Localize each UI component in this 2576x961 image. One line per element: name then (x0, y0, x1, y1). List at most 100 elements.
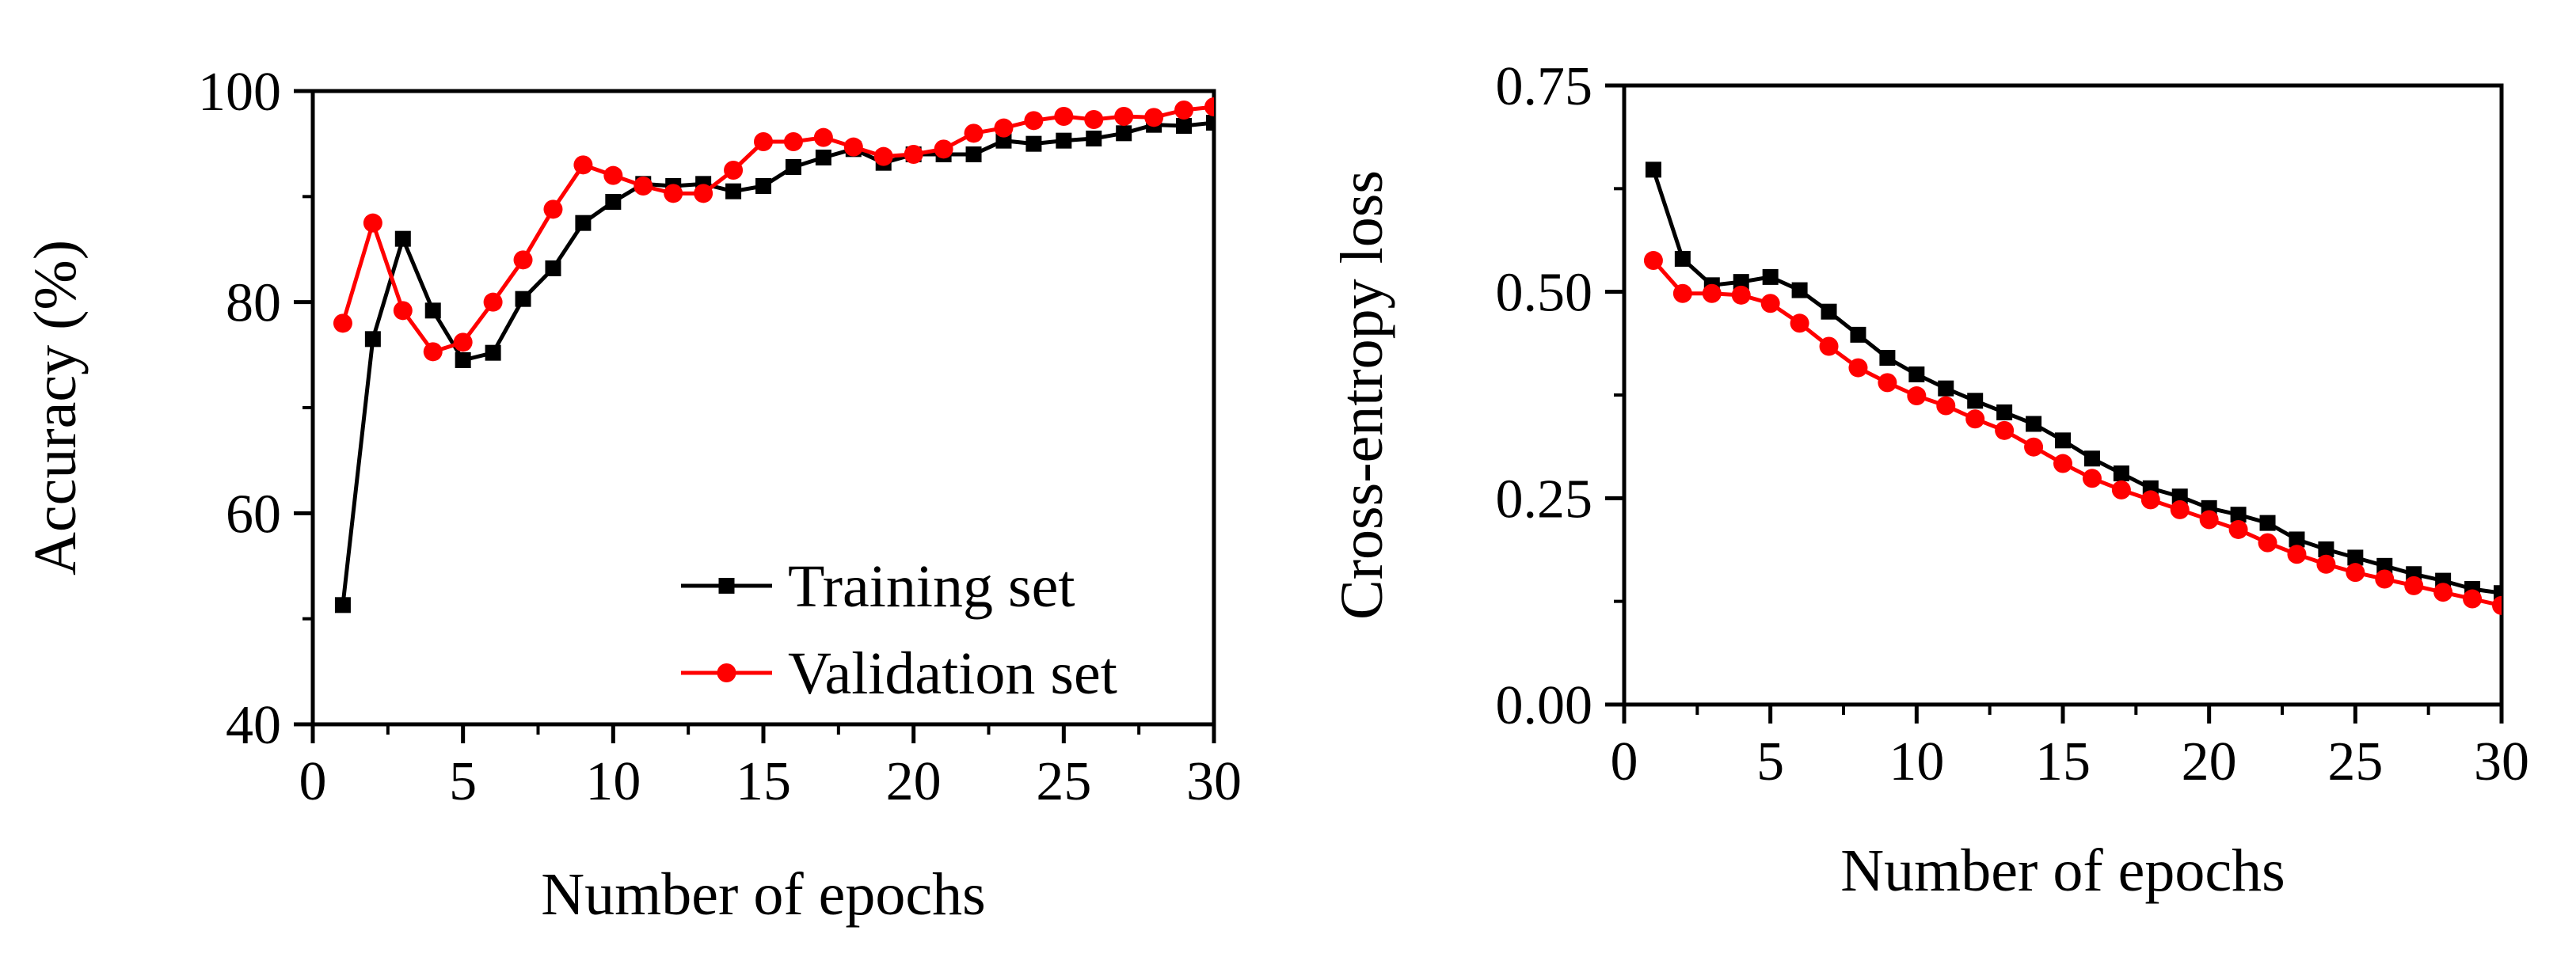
data-point (1114, 107, 1134, 126)
series-line (1651, 169, 2502, 595)
data-point (934, 139, 953, 159)
data-point (1204, 97, 1214, 116)
data-point (1850, 326, 1866, 343)
data-point (785, 159, 801, 175)
data-point (1762, 268, 1779, 285)
y-tick-label: 0.00 (1496, 675, 1593, 736)
data-point (424, 302, 441, 319)
x-axis-title: Number of epochs (541, 861, 985, 928)
data-point (543, 199, 563, 219)
series-training-set (334, 115, 1214, 613)
data-point (1174, 101, 1194, 120)
data-point (2170, 499, 2190, 519)
data-point (1086, 131, 1102, 146)
x-tick-label: 25 (1036, 751, 1091, 812)
data-point (2316, 554, 2336, 574)
series-line (341, 104, 1214, 354)
data-point (634, 177, 653, 196)
data-point (873, 146, 893, 166)
data-point (2463, 589, 2483, 609)
y-tick-label: 0.50 (1496, 263, 1593, 324)
data-point (605, 194, 622, 210)
data-point (755, 178, 771, 194)
x-tick-label: 0 (299, 751, 327, 812)
series-line (341, 120, 1214, 606)
data-point (333, 313, 352, 333)
data-point (2111, 480, 2131, 499)
data-point (573, 155, 593, 175)
data-point (2375, 569, 2395, 589)
data-point (1672, 283, 1692, 303)
data-point (2055, 432, 2071, 449)
data-point (754, 132, 773, 151)
data-point (1848, 358, 1868, 378)
x-tick-label: 10 (585, 751, 641, 812)
data-point (2228, 519, 2248, 539)
data-point (813, 127, 833, 147)
data-point (843, 137, 863, 157)
data-point (2026, 416, 2042, 432)
data-point (2199, 510, 2219, 530)
x-tick-label: 30 (1186, 751, 1242, 812)
legend: Training set Validation set (681, 553, 1117, 707)
data-point (2259, 515, 2276, 531)
data-point (483, 292, 503, 312)
data-point (694, 184, 713, 203)
data-point (2376, 557, 2393, 574)
data-point (364, 331, 381, 348)
y-tick-label: 80 (226, 273, 281, 334)
legend-marker (718, 578, 735, 594)
legend-label: Training set (788, 553, 1075, 620)
data-point (904, 145, 923, 164)
data-point (1936, 396, 1956, 416)
data-point (1760, 294, 1780, 313)
x-tick-label: 5 (1756, 731, 1784, 792)
data-point (2318, 541, 2334, 557)
data-point (664, 184, 683, 203)
data-point (2347, 549, 2364, 566)
data-point (603, 165, 623, 185)
data-point (1206, 115, 1214, 131)
data-point (423, 342, 443, 362)
data-point (994, 118, 1014, 138)
data-point (1056, 132, 1072, 149)
data-point (1024, 111, 1044, 131)
data-point (2404, 575, 2424, 595)
data-point (1733, 274, 1749, 291)
data-point (965, 146, 982, 162)
y-axis-title: Cross-entropy loss (1329, 170, 1395, 620)
data-point (2287, 545, 2307, 564)
y-tick-label: 40 (226, 695, 281, 756)
data-point (363, 213, 382, 233)
data-point (1938, 380, 1954, 397)
data-point (1879, 350, 1896, 367)
data-point (545, 260, 561, 276)
data-point (2433, 583, 2453, 602)
data-point (2494, 585, 2502, 602)
data-point (1995, 420, 2015, 440)
data-point (1967, 393, 1984, 409)
data-point (2083, 450, 2100, 467)
data-point (1878, 373, 1897, 393)
data-point (453, 332, 473, 352)
data-point (1819, 336, 1839, 356)
x-axis-title: Number of epochs (1840, 838, 2285, 904)
data-point (2258, 533, 2277, 553)
plot-frame (1622, 83, 2504, 707)
data-point (575, 215, 592, 231)
data-point (2113, 465, 2129, 482)
x-tick-label: 10 (1889, 731, 1944, 792)
x-tick-label: 15 (2035, 731, 2091, 792)
data-point (1821, 303, 1837, 320)
data-point (2082, 469, 2102, 488)
loss-chart: 0 5 10 15 20 25 30 0.00 0.25 0.50 0.75 Number of ep… (1329, 56, 2529, 904)
data-point (2492, 595, 2502, 615)
data-point (2230, 507, 2247, 523)
data-point (964, 123, 984, 143)
data-point (2346, 563, 2365, 583)
x-tick-label: 20 (886, 751, 942, 812)
data-point (1645, 161, 1661, 178)
series-validation-set (333, 97, 1214, 362)
y-tick-label: 0.75 (1496, 56, 1593, 117)
